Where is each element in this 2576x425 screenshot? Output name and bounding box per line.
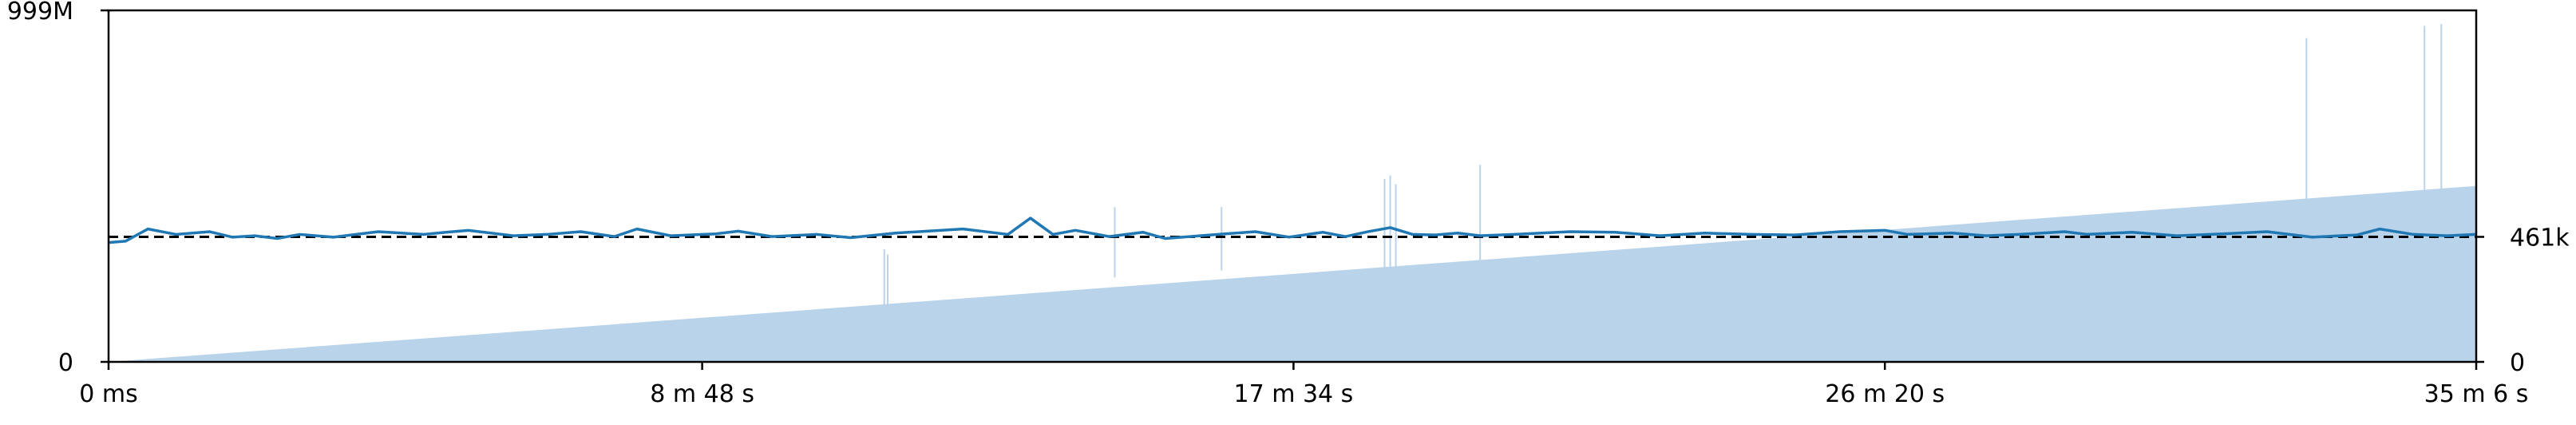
left-tick-label: 0 — [58, 349, 73, 377]
spike-layer — [883, 24, 2443, 309]
x-tick-label: 0 ms — [79, 380, 137, 408]
line-series — [108, 216, 2477, 244]
area-series — [109, 185, 2476, 362]
right-tick-label: 0 — [2510, 349, 2525, 377]
left-tick-label: 999M — [7, 0, 73, 26]
axis-layer — [107, 9, 2478, 363]
plot-frame — [107, 9, 2478, 363]
right-tick-label: 461k — [2510, 224, 2570, 252]
x-tick-label: 17 m 34 s — [1234, 380, 1354, 408]
x-tick-label: 8 m 48 s — [650, 380, 754, 408]
x-tick-label: 35 m 6 s — [2424, 380, 2529, 408]
line-layer — [108, 216, 2477, 244]
x-tick-label: 26 m 20 s — [1825, 380, 1945, 408]
area-layer — [109, 185, 2476, 362]
tick-layer: 0 ms 8 m 48 s 17 m 34 s 26 m 20 s 35 m 6 s 0 9… — [7, 0, 2570, 408]
